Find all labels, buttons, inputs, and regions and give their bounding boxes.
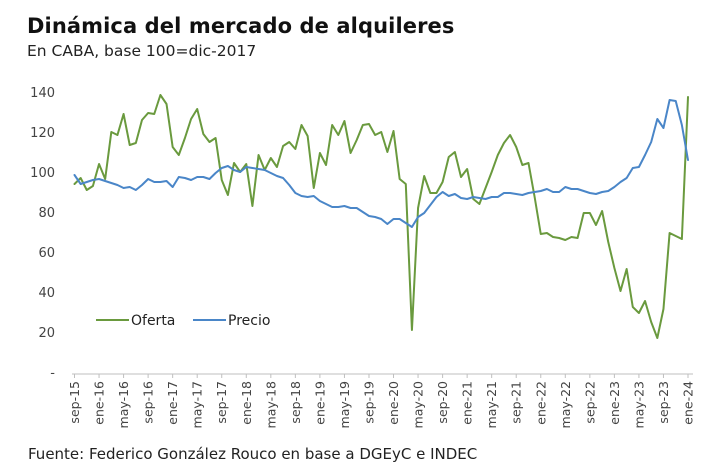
x-tick-label: sep-18 (288, 381, 303, 424)
x-tick-label: may-21 (484, 381, 499, 428)
legend: Oferta Precio (96, 313, 270, 329)
chart-title: Dinámica del mercado de alquileres (27, 14, 455, 38)
x-tick-label: may-17 (190, 381, 205, 428)
series-points-precio (74, 99, 689, 228)
series-line-precio (73, 99, 689, 228)
x-tick-label: ene-24 (681, 381, 696, 425)
y-tick-label: 100 (30, 166, 55, 181)
x-tick-label: may-23 (631, 381, 646, 428)
x-tick-label: may-22 (558, 381, 573, 428)
x-tick-label: ene-19 (312, 381, 327, 425)
series-points-oferta (74, 94, 689, 339)
legend-label-precio: Precio (228, 313, 270, 329)
y-tick-label: 80 (38, 206, 55, 221)
x-tick-label: sep-22 (582, 381, 597, 424)
x-tick-label: may-16 (116, 381, 131, 428)
y-axis: - 20 40 60 80 100 120 140 (30, 86, 55, 381)
y-tick-label: - (50, 366, 55, 381)
series-line-oferta (73, 94, 689, 339)
x-tick-label: ene-20 (386, 381, 401, 425)
x-tick-label: may-19 (337, 381, 352, 428)
x-tick-label: sep-23 (656, 381, 671, 424)
y-tick-label: 60 (38, 246, 55, 261)
y-tick-label: 40 (38, 286, 55, 301)
chart-subtitle: En CABA, base 100=dic-2017 (27, 42, 257, 60)
y-tick-label: 140 (30, 86, 55, 101)
x-tick-label: may-20 (411, 381, 426, 428)
x-tick-label: sep-20 (435, 381, 450, 424)
x-tick-label: may-18 (263, 381, 278, 428)
series-layer (73, 94, 689, 339)
legend-label-oferta: Oferta (131, 313, 175, 329)
y-tick-label: 120 (30, 126, 55, 141)
x-tick-label: ene-22 (533, 381, 548, 425)
x-tick-label: sep-16 (141, 381, 156, 424)
y-tick-label: 20 (38, 326, 55, 341)
source-note: Fuente: Federico González Rouco en base … (28, 445, 478, 463)
x-tick-label: ene-23 (607, 381, 622, 425)
x-tick-label: sep-19 (361, 381, 376, 424)
x-tick-label: sep-17 (214, 381, 229, 424)
x-tick-label: ene-18 (239, 381, 254, 425)
x-tick-label: sep-21 (509, 381, 524, 424)
x-tick-label: sep-15 (67, 381, 82, 424)
x-tick-label: ene-17 (165, 381, 180, 425)
x-tick-label: ene-21 (460, 381, 475, 425)
x-tick-label: ene-16 (92, 381, 107, 425)
x-axis: sep-15 ene-16 may-16 sep-16 ene-17 may-17 sep-… (67, 373, 696, 428)
